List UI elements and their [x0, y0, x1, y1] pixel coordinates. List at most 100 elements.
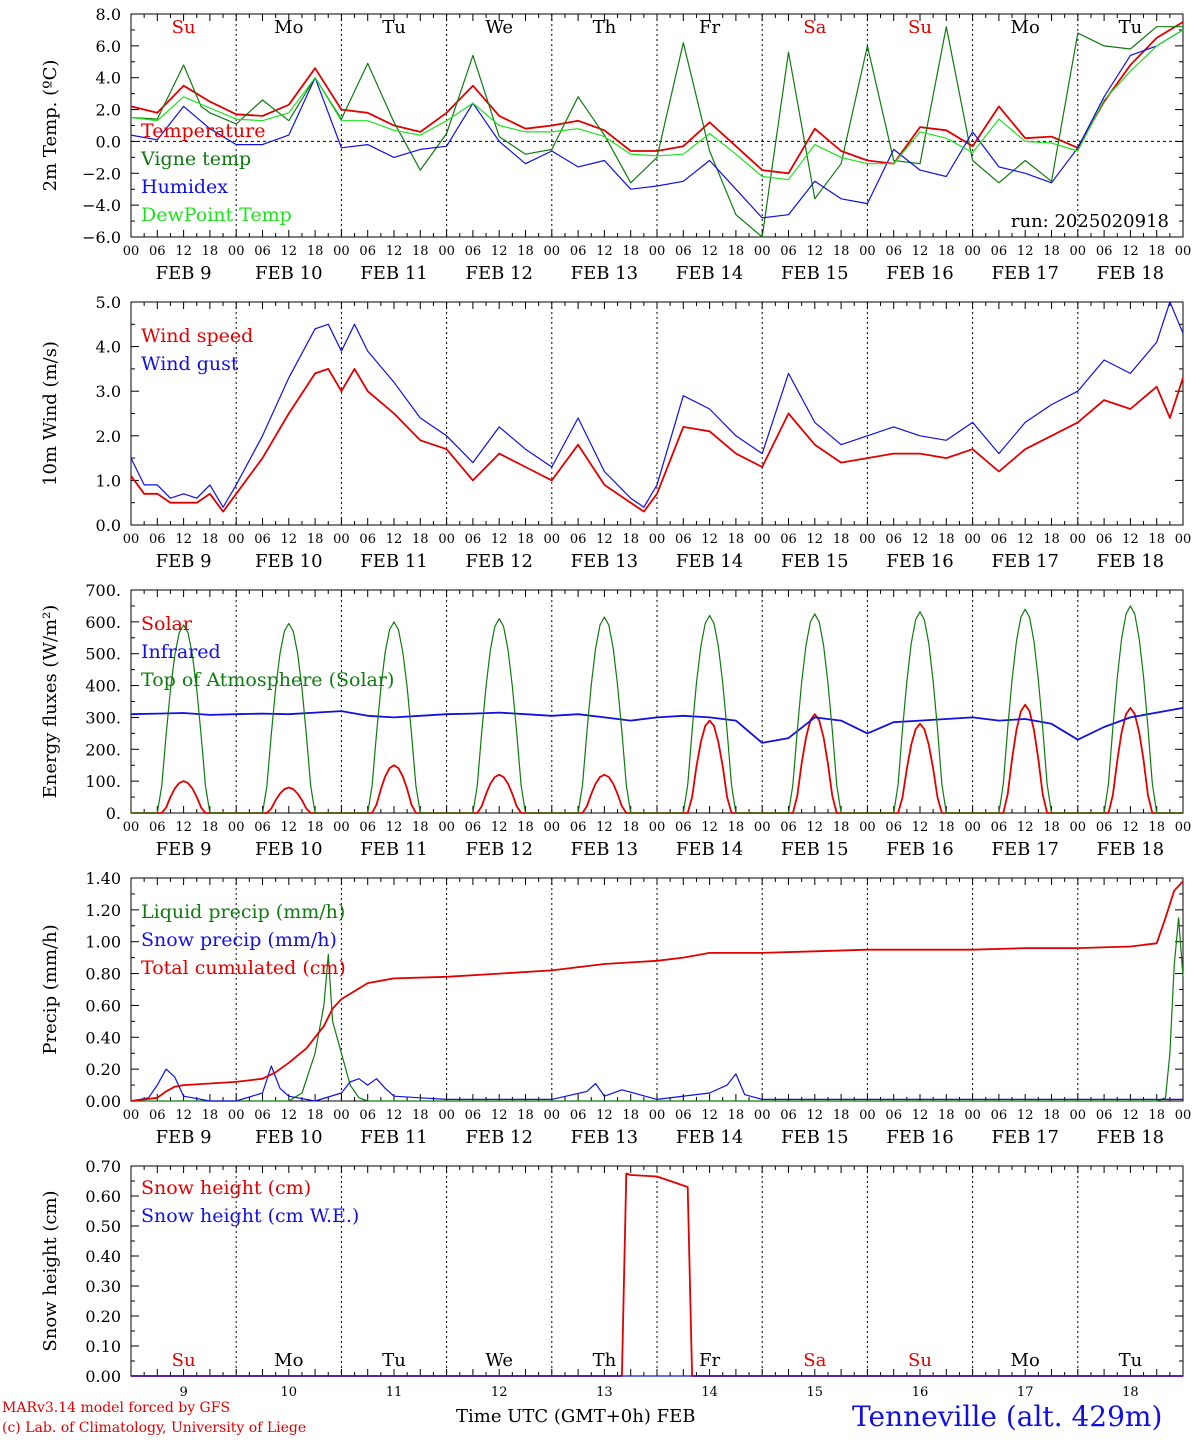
- hour-tick-label: 00: [859, 1108, 876, 1123]
- hour-tick-label: 00: [859, 244, 876, 259]
- y-tick-label: 1.20: [85, 901, 121, 920]
- hour-tick-label: 00: [1175, 244, 1192, 259]
- hour-tick-label: 12: [912, 1108, 929, 1123]
- hour-tick-label: 12: [596, 820, 613, 835]
- hour-tick-label: 18: [202, 532, 219, 547]
- series-snow-precip-mm-h-: [130, 1065, 1183, 1102]
- hour-tick-label: 06: [465, 820, 482, 835]
- date-label: FEB 17: [991, 551, 1058, 572]
- hour-tick-label: 06: [780, 1108, 797, 1123]
- hour-tick-label: 06: [254, 820, 271, 835]
- hour-tick-label: 12: [491, 820, 508, 835]
- series-top-of-atmosphere-solar-: [131, 605, 1183, 814]
- legend-entry: Solar: [141, 613, 193, 635]
- hour-tick-label: 12: [491, 244, 508, 259]
- y-axis-label: Precip (mm/h): [40, 924, 61, 1054]
- legend-entry: Infrared: [141, 641, 221, 663]
- hour-tick-label: 18: [938, 532, 955, 547]
- hour-tick-label: 00: [123, 532, 140, 547]
- day-number-label: 14: [701, 1385, 718, 1400]
- hour-tick-label: 12: [1122, 244, 1139, 259]
- y-tick-label: 200.: [85, 740, 121, 759]
- hour-tick-label: 00: [1175, 1108, 1192, 1123]
- hour-tick-label: 18: [833, 1108, 850, 1123]
- hour-tick-label: 06: [780, 244, 797, 259]
- date-label: FEB 11: [360, 1127, 427, 1148]
- date-label: FEB 13: [571, 551, 638, 572]
- hour-tick-label: 12: [175, 532, 192, 547]
- date-label: FEB 12: [465, 551, 532, 572]
- time-axis-label: Time UTC (GMT+0h) FEB: [456, 1406, 696, 1427]
- weekday-label: Th: [593, 1350, 617, 1371]
- hour-tick-label: 12: [912, 820, 929, 835]
- hour-tick-label: 00: [333, 244, 350, 259]
- hour-tick-label: 18: [412, 244, 429, 259]
- date-label: FEB 13: [571, 1127, 638, 1148]
- hour-tick-label: 12: [1017, 1108, 1034, 1123]
- day-number-label: 15: [807, 1385, 824, 1400]
- series-humidex: [130, 29, 1184, 219]
- date-label: FEB 15: [781, 551, 848, 572]
- y-tick-label: 1.40: [85, 869, 121, 888]
- hour-tick-label: 00: [438, 1108, 455, 1123]
- date-label: FEB 15: [781, 1127, 848, 1148]
- hour-tick-label: 00: [333, 820, 350, 835]
- hour-tick-label: 06: [991, 820, 1008, 835]
- hour-tick-label: 18: [412, 1108, 429, 1123]
- y-tick-label: 0.00: [85, 1367, 121, 1386]
- y-axis-label: 2m Temp. (ºC): [40, 60, 61, 192]
- hour-tick-label: 12: [386, 1108, 403, 1123]
- date-label: FEB 16: [886, 263, 953, 284]
- y-tick-label: 600.: [85, 613, 121, 632]
- hour-tick-label: 00: [228, 244, 245, 259]
- series-vigne-temp: [130, 26, 1183, 238]
- hour-tick-label: 06: [359, 532, 376, 547]
- hour-tick-label: 06: [1096, 1108, 1113, 1123]
- date-label: FEB 17: [991, 839, 1058, 860]
- hour-tick-label: 00: [544, 244, 561, 259]
- hour-tick-label: 18: [1148, 532, 1165, 547]
- date-label: FEB 16: [886, 839, 953, 860]
- date-label: FEB 16: [886, 551, 953, 572]
- hour-tick-label: 12: [386, 244, 403, 259]
- hour-tick-label: 12: [491, 532, 508, 547]
- hour-tick-label: 18: [1148, 820, 1165, 835]
- weekday-label: Mo: [1011, 1350, 1040, 1371]
- date-label: FEB 11: [360, 551, 427, 572]
- hour-tick-label: 00: [333, 532, 350, 547]
- day-number-label: 16: [912, 1385, 929, 1400]
- weekday-label: Fr: [699, 17, 720, 38]
- hour-tick-label: 00: [1070, 820, 1087, 835]
- hour-tick-label: 18: [517, 820, 534, 835]
- hour-tick-label: 06: [359, 820, 376, 835]
- hour-tick-label: 12: [701, 244, 718, 259]
- date-label: FEB 18: [1097, 839, 1164, 860]
- weekday-label: Th: [593, 17, 617, 38]
- hour-tick-label: 00: [544, 532, 561, 547]
- series-wind-gust: [130, 301, 1184, 508]
- hour-tick-label: 12: [912, 244, 929, 259]
- hour-tick-label: 06: [780, 532, 797, 547]
- y-tick-label: 0.30: [85, 1277, 121, 1296]
- hour-tick-label: 12: [701, 820, 718, 835]
- hour-tick-label: 18: [1148, 244, 1165, 259]
- hour-tick-label: 18: [307, 244, 324, 259]
- hour-tick-label: 12: [807, 1108, 824, 1123]
- hour-tick-label: 06: [149, 820, 166, 835]
- hour-tick-label: 00: [649, 1108, 666, 1123]
- hour-tick-label: 06: [465, 1108, 482, 1123]
- hour-tick-label: 06: [780, 820, 797, 835]
- hour-tick-label: 06: [885, 820, 902, 835]
- panel-snow: 0.00 0.10 0.20 0.30 0.40 0.50 0.60 0.70 Snow hei…: [40, 1157, 1184, 1400]
- hour-tick-label: 12: [1122, 820, 1139, 835]
- hour-tick-label: 18: [622, 820, 639, 835]
- weekday-label: Tu: [382, 17, 406, 38]
- hour-tick-label: 18: [412, 820, 429, 835]
- hour-tick-label: 18: [728, 244, 745, 259]
- hour-tick-label: 18: [1043, 1108, 1060, 1123]
- hour-tick-label: 00: [1070, 244, 1087, 259]
- weekday-label: Sa: [803, 17, 826, 38]
- series-dewpoint-temp: [130, 29, 1184, 181]
- y-tick-label: 6.0: [96, 37, 121, 56]
- hour-tick-label: 00: [754, 820, 771, 835]
